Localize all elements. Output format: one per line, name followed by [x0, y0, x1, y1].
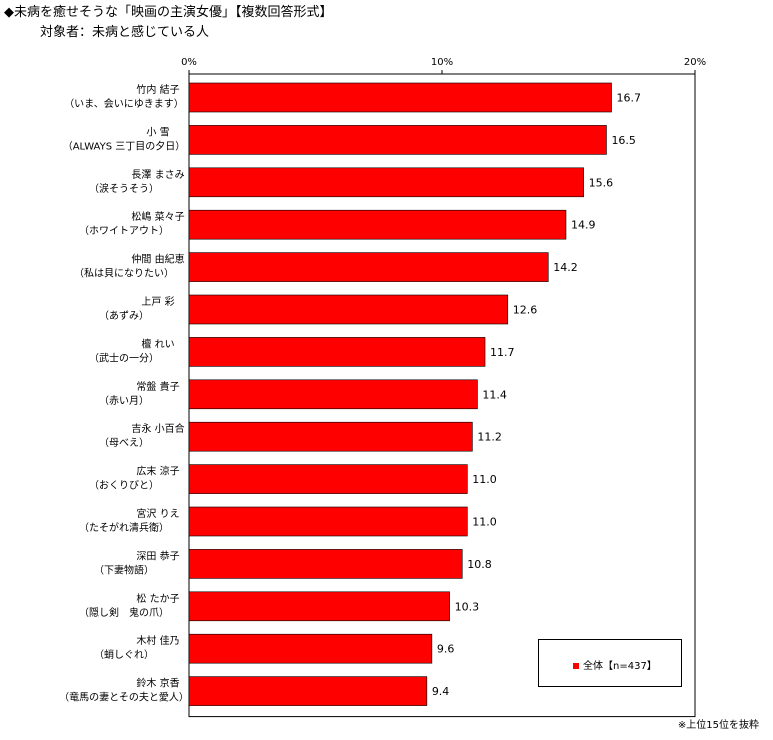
value-label: 10.3: [455, 600, 480, 613]
category-name-label: 松嶋 菜々子: [131, 210, 184, 223]
value-label: 14.2: [553, 261, 578, 274]
category-film-label: （おくりびと）: [89, 480, 159, 492]
category-film-label: （いま、会いにゆきます）: [64, 97, 184, 110]
category-film-label: （たそがれ清兵衛）: [79, 521, 169, 534]
value-label: 15.6: [589, 176, 614, 189]
category-film-label: （ホワイトアウト）: [79, 225, 169, 237]
value-label: 11.4: [482, 388, 507, 401]
category-film-label: （赤い月）: [99, 395, 149, 407]
category-name-label: 吉永 小百合: [131, 422, 184, 435]
value-label: 12.6: [513, 304, 538, 317]
legend-swatch: [573, 663, 579, 669]
bar: [188, 209, 567, 240]
x-tick-label: 10%: [431, 57, 453, 68]
bar: [188, 421, 473, 452]
bar: [188, 379, 478, 410]
bar: [188, 676, 428, 706]
category-film-label: （あずみ）: [99, 310, 149, 322]
legend: 全体【n=437】: [538, 639, 682, 687]
category-name-label: 木村 佳乃: [136, 634, 179, 647]
value-label: 9.4: [432, 685, 450, 698]
x-tick-label: 20%: [684, 57, 706, 68]
category-name-label: 仲間 由紀恵: [131, 253, 184, 266]
chart-subtitle: 対象者：未病と感じている人: [40, 25, 210, 40]
category-name-label: 松 たか子: [136, 592, 179, 605]
category-name-label: 上戸 彩: [141, 296, 174, 308]
value-label: 9.6: [437, 643, 455, 656]
bar: [188, 464, 468, 494]
value-label: 11.7: [490, 346, 515, 359]
value-label: 14.9: [571, 219, 596, 232]
category-name-label: 深田 恭子: [136, 550, 179, 562]
category-film-label: （竜馬の妻とその夫と愛人）: [59, 691, 189, 704]
category-name-label: 常盤 貴子: [136, 380, 179, 393]
category-name-label: 広末 涼子: [136, 465, 179, 478]
legend-label: 全体【n=437】: [583, 661, 657, 672]
category-name-label: 鈴木 京香: [136, 677, 179, 690]
category-film-label: （武士の一分）: [89, 351, 159, 364]
value-label: 11.2: [477, 431, 502, 444]
bar: [188, 591, 450, 622]
category-name-label: 檀 れい: [141, 337, 174, 350]
bar: [188, 125, 607, 155]
value-label: 10.8: [467, 558, 492, 571]
value-label: 16.5: [611, 134, 636, 147]
category-film-label: （母べえ）: [99, 437, 149, 449]
legend-item: 全体【n=437】: [573, 657, 657, 672]
bar: [188, 506, 468, 537]
bar: [188, 82, 612, 113]
bar: [188, 633, 433, 664]
value-label: 11.0: [472, 516, 497, 529]
bar: [188, 167, 584, 198]
value-label: 16.7: [617, 92, 642, 105]
category-film-label: （隠し剣 鬼の爪）: [79, 606, 169, 619]
value-label: 11.0: [472, 473, 497, 486]
footnote: ※上位15位を抜粋: [677, 720, 759, 731]
category-film-label: （ALWAYS 三丁目の夕日）: [63, 140, 186, 152]
bar: [188, 337, 486, 367]
chart-title: ◆未病を癒せそうな「映画の主演女優」【複数回答形式】: [4, 5, 333, 20]
bar: [188, 294, 509, 325]
category-name-label: 小 雪: [146, 126, 169, 138]
category-film-label: （私は貝になりたい）: [74, 268, 174, 280]
category-film-label: （蛸しぐれ）: [94, 648, 154, 661]
category-film-label: （涙そうそう）: [89, 182, 159, 195]
category-film-label: （下妻物語）: [94, 563, 154, 576]
x-tick-label: 0%: [181, 57, 197, 68]
bar: [188, 252, 549, 282]
category-name-label: 竹内 結子: [136, 83, 179, 96]
bar: [188, 549, 463, 579]
category-name-label: 長澤 まさみ: [131, 169, 184, 181]
category-name-label: 宮沢 りえ: [136, 507, 179, 520]
